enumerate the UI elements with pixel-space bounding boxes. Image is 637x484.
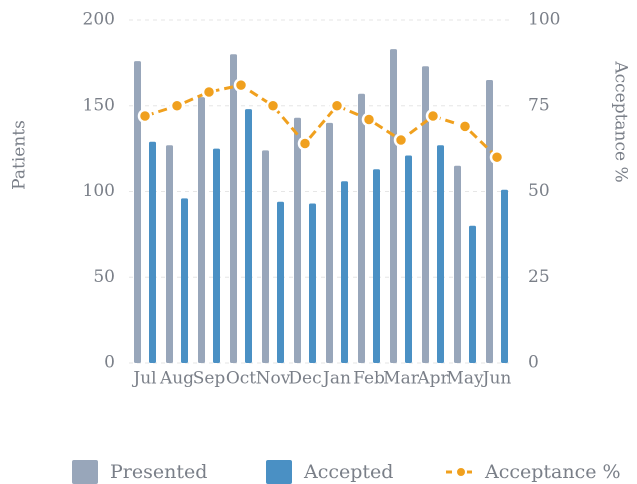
bar [134, 61, 141, 363]
point [457, 119, 473, 134]
bar [373, 169, 380, 363]
bar [262, 150, 269, 363]
bar [437, 145, 444, 363]
x-tick-label: Dec [288, 369, 321, 389]
bar [422, 66, 429, 364]
x-tick-label: Jul [131, 369, 156, 389]
point [297, 136, 313, 151]
bar [309, 203, 316, 363]
legend-label: Acceptance % [484, 461, 621, 483]
legend-label: Accepted [303, 461, 393, 483]
x-tick-label: Jan [321, 369, 351, 389]
y-tick-label: 150 [83, 95, 115, 115]
bar [501, 189, 508, 363]
y2-axis-label: Acceptance % [611, 60, 631, 182]
bar [245, 109, 252, 364]
point [233, 77, 249, 93]
y-tick-label: 0 [104, 353, 115, 373]
bar [277, 201, 284, 363]
x-tick-label: Oct [226, 369, 256, 389]
bar [405, 155, 412, 363]
point [169, 98, 185, 113]
y2-tick-label: 100 [528, 10, 560, 30]
bar [213, 148, 220, 363]
bar [469, 225, 476, 363]
legend-label: Presented [110, 461, 207, 483]
x-tick-label: May [446, 369, 484, 389]
bar [294, 117, 301, 363]
x-tick-label: Nov [256, 369, 291, 389]
point [361, 112, 377, 127]
bar [486, 80, 493, 364]
x-tick-label: Jun [481, 369, 512, 389]
y2-tick-label: 75 [528, 95, 550, 115]
bar [341, 181, 348, 363]
point [425, 108, 441, 124]
y2-tick-label: 0 [528, 353, 539, 373]
legend-swatch [266, 460, 292, 484]
point [201, 84, 217, 100]
y-axis-label: Patients [10, 120, 30, 190]
point [329, 98, 345, 113]
point [393, 132, 409, 148]
bar [166, 145, 173, 363]
bar [181, 198, 188, 363]
line [144, 83, 499, 159]
bar [454, 165, 461, 363]
bar [198, 97, 205, 364]
bar [358, 93, 365, 364]
x-tick-label: Apr [416, 369, 449, 389]
x-tick-label: Aug [159, 369, 194, 389]
bar [390, 49, 397, 363]
x-tick-label: Feb [353, 369, 385, 389]
point [489, 149, 505, 165]
bar [149, 141, 156, 363]
y2-tick-label: 25 [528, 267, 550, 287]
point [137, 108, 153, 124]
bar [326, 122, 333, 364]
y-tick-label: 50 [93, 267, 115, 287]
x-tick-label: Mar [383, 369, 420, 389]
legend-swatch [72, 460, 98, 484]
y-tick-label: 200 [83, 10, 115, 30]
legend-marker [455, 466, 467, 478]
x-tick-label: Sep [193, 369, 226, 389]
bar [230, 54, 237, 364]
y-tick-label: 100 [83, 181, 115, 201]
point [265, 98, 281, 113]
y2-tick-label: 50 [528, 181, 550, 201]
